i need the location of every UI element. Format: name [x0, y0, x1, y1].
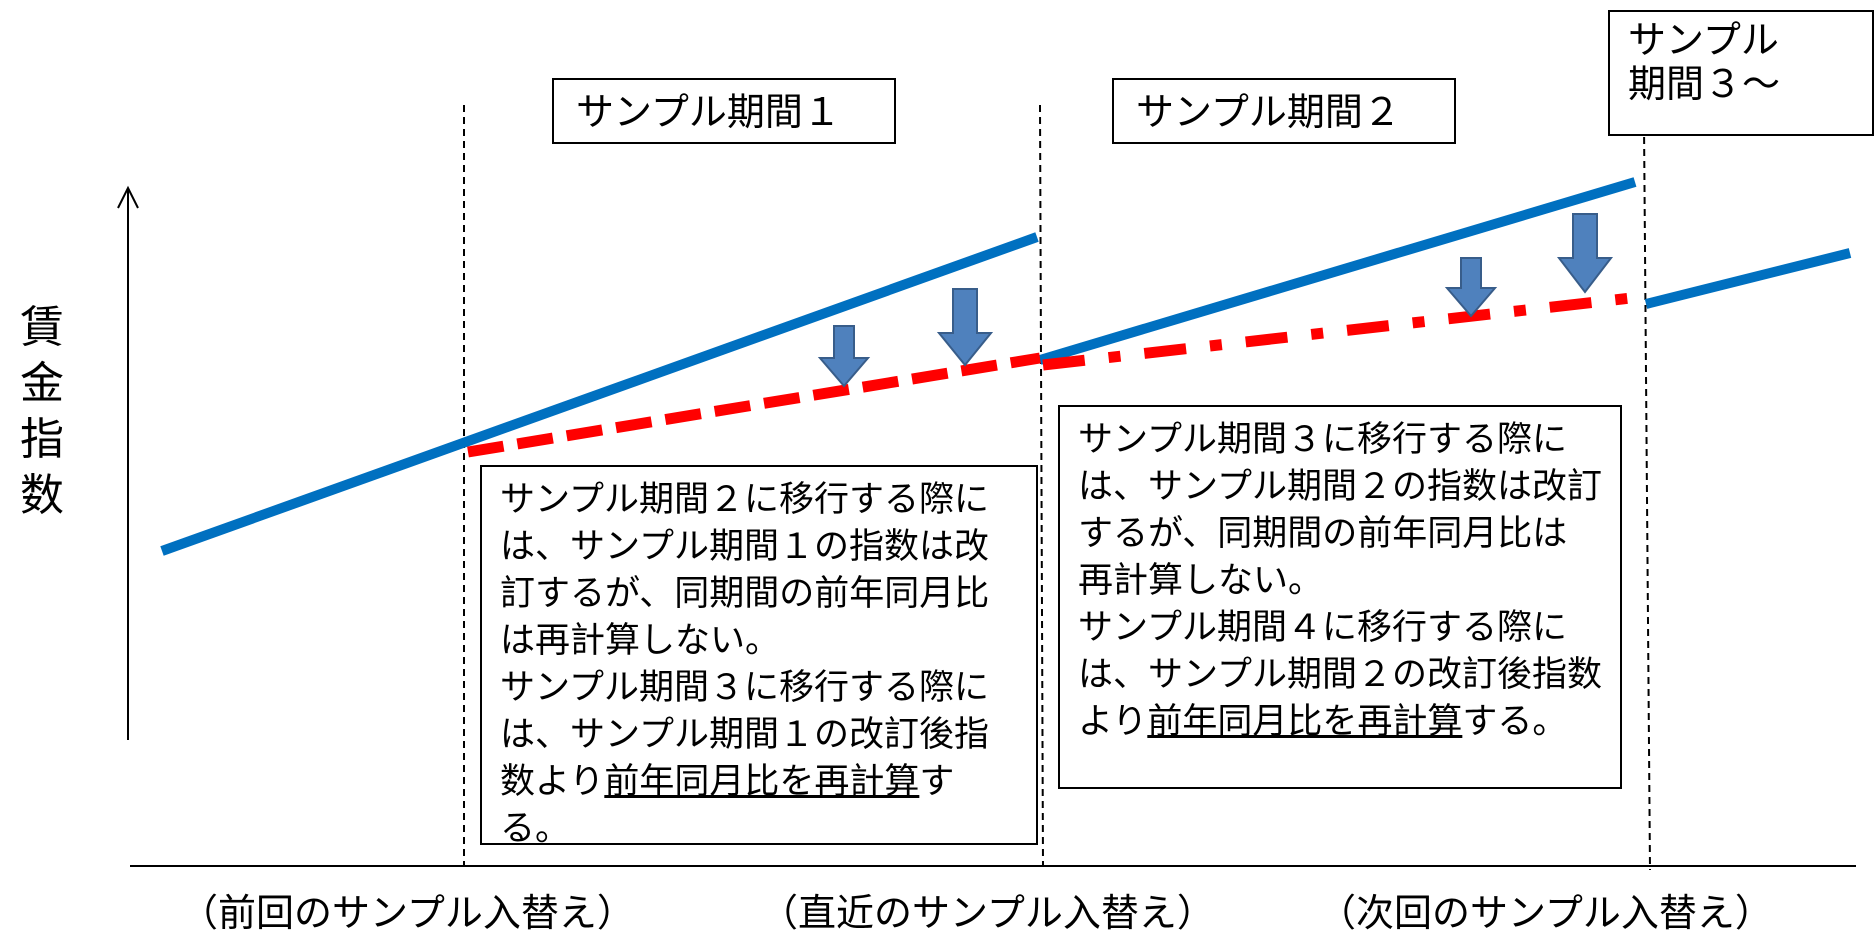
down-arrow-2: [936, 288, 994, 367]
note-left-underlined: 前年同月比を再計算: [604, 762, 920, 802]
down-arrow-4: [1556, 213, 1614, 294]
note-right-line2-post: する。: [1462, 702, 1568, 742]
period3-label-line1: サンプル: [1628, 18, 1779, 62]
period3-label-box: サンプル 期間３～: [1608, 10, 1874, 136]
index-line-period1: [160, 232, 1039, 556]
caption-next: （次回のサンプル入替え）: [1318, 891, 1773, 935]
note-left-line2: サンプル期間３に移行する際には、サンプル期間１の改訂後指数より前年同月比を再計算…: [500, 665, 1018, 853]
note-left-line2-post: する。: [500, 762, 955, 849]
separator-latest: [1039, 104, 1044, 867]
note-right-line2: サンプル期間４に移行する際には、サンプル期間２の改訂後指数より前年同月比を再計算…: [1078, 605, 1602, 746]
note-left: サンプル期間２に移行する際には、サンプル期間１の指数は改訂するが、同期間の前年同…: [480, 465, 1038, 849]
down-arrow-1: [817, 325, 871, 388]
index-line-period2: [1038, 177, 1637, 365]
caption-latest: （直近のサンプル入替え）: [760, 891, 1215, 935]
down-arrow-3: [1444, 257, 1498, 318]
note-left-line1: サンプル期間２に移行する際には、サンプル期間１の指数は改訂するが、同期間の前年同…: [500, 480, 990, 661]
note-right: サンプル期間３に移行する際には、サンプル期間２の指数は改訂するが、同期間の前年同…: [1058, 405, 1622, 789]
period1-label-box: サンプル期間１: [552, 78, 896, 144]
y-axis-label-char: 指: [20, 414, 64, 465]
index-line-period3: [1644, 248, 1852, 309]
y-axis-label-char: 数: [20, 470, 64, 521]
y-axis-label: 賃 金 指 数: [14, 300, 70, 524]
note-right-line2-pre: サンプル期間４に移行する際には、サンプル期間２の改訂後指数より: [1078, 608, 1602, 742]
y-axis-arrowhead: [117, 185, 139, 209]
period3-label-line2: 期間３～: [1628, 62, 1781, 106]
caption-previous: （前回のサンプル入替え）: [180, 891, 635, 935]
y-axis-label-char: 賃: [20, 302, 64, 353]
period2-label-box: サンプル期間２: [1112, 78, 1456, 144]
note-right-underlined: 前年同月比を再計算: [1147, 702, 1463, 742]
period2-label: サンプル期間２: [1136, 90, 1401, 134]
revised-line-period1: [467, 352, 1041, 458]
period1-label: サンプル期間１: [576, 90, 841, 134]
note-left-line2-pre: サンプル期間３に移行する際には、サンプル期間１の改訂後指数より: [500, 668, 989, 802]
y-axis-label-char: 金: [20, 358, 64, 409]
separator-next: [1643, 124, 1651, 871]
note-right-line1: サンプル期間３に移行する際には、サンプル期間２の指数は改訂するが、同期間の前年同…: [1078, 420, 1602, 601]
